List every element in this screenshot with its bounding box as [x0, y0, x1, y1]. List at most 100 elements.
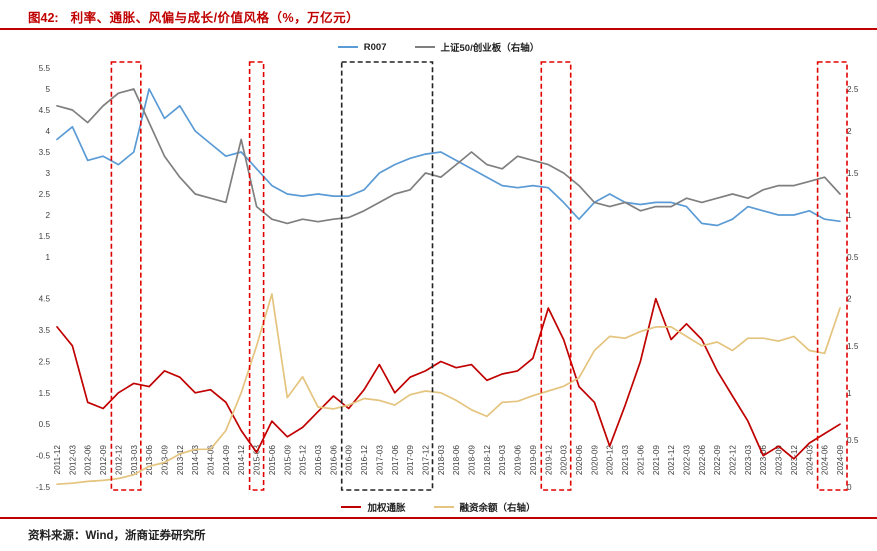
svg-text:2022-09: 2022-09 [713, 445, 722, 475]
svg-text:2018-12: 2018-12 [483, 445, 492, 475]
svg-text:2016-03: 2016-03 [314, 445, 323, 475]
svg-text:0.5: 0.5 [847, 436, 859, 445]
figure-header: 图42: 利率、通胀、风偏与成长/价值风格（%，万亿元） [28, 7, 359, 26]
svg-text:4.5: 4.5 [39, 106, 51, 115]
source-note: 资料来源：Wind，浙商证券研究所 [28, 530, 206, 542]
svg-text:2022-03: 2022-03 [683, 445, 692, 475]
legend-item-sse50-chinext: 上证50/创业板（右轴） [414, 40, 540, 54]
svg-text:2014-06: 2014-06 [207, 445, 216, 475]
svg-text:1: 1 [847, 211, 852, 220]
svg-text:2013-09: 2013-09 [161, 445, 170, 475]
svg-text:2014-09: 2014-09 [222, 445, 231, 475]
svg-text:2020-03: 2020-03 [560, 445, 569, 475]
svg-text:1.5: 1.5 [39, 389, 51, 398]
legend-label-weighted-inflation: 加权通胀 [367, 503, 406, 514]
legend-line-sse50-chinext-swatch [414, 45, 435, 49]
svg-text:1: 1 [847, 389, 852, 398]
svg-text:2.5: 2.5 [847, 85, 859, 94]
svg-text:2017-09: 2017-09 [406, 445, 415, 475]
svg-text:2019-06: 2019-06 [514, 445, 523, 475]
figure-title: 利率、通胀、风偏与成长/价值风格（%，万亿元） [70, 11, 360, 25]
svg-text:2012-03: 2012-03 [68, 445, 77, 475]
svg-text:2024-09: 2024-09 [836, 445, 845, 475]
legend-item-margin-balance: 融资余额（右轴） [433, 500, 536, 514]
svg-text:2021-12: 2021-12 [667, 445, 676, 475]
svg-text:1.5: 1.5 [847, 169, 859, 178]
svg-text:2014-03: 2014-03 [191, 445, 200, 475]
svg-text:2021-06: 2021-06 [636, 445, 645, 475]
chart-legend-top: R007 上证50/创业板（右轴） [0, 40, 877, 54]
svg-text:2019-03: 2019-03 [498, 445, 507, 475]
svg-text:2.5: 2.5 [39, 190, 51, 199]
figure-number: 图42: [28, 11, 59, 25]
svg-text:2023-09: 2023-09 [775, 445, 784, 475]
svg-text:3: 3 [45, 169, 50, 178]
svg-text:2023-12: 2023-12 [790, 445, 799, 475]
svg-text:4: 4 [45, 127, 50, 136]
legend-line-weighted-inflation-swatch [341, 505, 362, 509]
svg-text:2020-06: 2020-06 [575, 445, 584, 475]
svg-text:2022-12: 2022-12 [729, 445, 738, 475]
svg-text:2020-12: 2020-12 [606, 445, 615, 475]
svg-text:2015-06: 2015-06 [268, 445, 277, 475]
chart-legend-bottom: 加权通胀 融资余额（右轴） [0, 500, 877, 514]
svg-text:2019-12: 2019-12 [544, 445, 553, 475]
svg-text:2014-12: 2014-12 [237, 445, 246, 475]
svg-text:2013-06: 2013-06 [145, 445, 154, 475]
svg-text:2.5: 2.5 [39, 358, 51, 367]
svg-text:2013-03: 2013-03 [130, 445, 139, 475]
svg-text:0: 0 [847, 483, 852, 492]
legend-item-weighted-inflation: 加权通胀 [341, 500, 406, 514]
svg-text:2: 2 [847, 295, 852, 304]
svg-text:1: 1 [45, 253, 50, 262]
svg-text:2020-09: 2020-09 [590, 445, 599, 475]
svg-text:2016-09: 2016-09 [345, 445, 354, 475]
header-divider [0, 28, 877, 30]
svg-text:3.5: 3.5 [39, 148, 51, 157]
svg-text:2016-06: 2016-06 [329, 445, 338, 475]
svg-text:2021-09: 2021-09 [652, 445, 661, 475]
svg-text:2015-12: 2015-12 [299, 445, 308, 475]
svg-text:2: 2 [45, 211, 50, 220]
svg-text:-0.5: -0.5 [36, 452, 51, 461]
svg-text:5.5: 5.5 [39, 64, 51, 73]
legend-label-r007: R007 [363, 41, 387, 53]
svg-text:2023-06: 2023-06 [759, 445, 768, 475]
svg-text:1.5: 1.5 [847, 342, 859, 351]
svg-text:2022-06: 2022-06 [698, 445, 707, 475]
svg-text:2019-09: 2019-09 [529, 445, 538, 475]
svg-text:2011-12: 2011-12 [53, 445, 62, 475]
footer-divider [0, 517, 877, 519]
svg-text:2017-12: 2017-12 [422, 445, 431, 475]
svg-text:2012-12: 2012-12 [114, 445, 123, 475]
svg-text:2024-06: 2024-06 [821, 445, 830, 475]
svg-text:2021-03: 2021-03 [621, 445, 630, 475]
svg-text:1.5: 1.5 [39, 232, 51, 241]
svg-text:2015-09: 2015-09 [283, 445, 292, 475]
svg-text:4.5: 4.5 [39, 295, 51, 304]
legend-line-margin-balance-swatch [433, 505, 454, 509]
legend-label-sse50-chinext: 上证50/创业板（右轴） [440, 43, 540, 54]
svg-text:2023-03: 2023-03 [744, 445, 753, 475]
svg-text:2013-12: 2013-12 [176, 445, 185, 475]
svg-text:0.5: 0.5 [39, 420, 51, 429]
svg-text:2012-06: 2012-06 [84, 445, 93, 475]
svg-text:2017-06: 2017-06 [391, 445, 400, 475]
svg-text:2024-03: 2024-03 [805, 445, 814, 475]
svg-text:2017-03: 2017-03 [375, 445, 384, 475]
svg-text:2016-12: 2016-12 [360, 445, 369, 475]
legend-label-margin-balance: 融资余额（右轴） [459, 503, 536, 514]
svg-text:-1.5: -1.5 [36, 483, 51, 492]
svg-text:0.5: 0.5 [847, 253, 859, 262]
svg-text:2018-06: 2018-06 [452, 445, 461, 475]
svg-text:2012-09: 2012-09 [99, 445, 108, 475]
svg-text:5: 5 [45, 85, 50, 94]
svg-text:2: 2 [847, 127, 852, 136]
legend-item-r007: R007 [337, 40, 387, 54]
svg-text:2018-03: 2018-03 [437, 445, 446, 475]
svg-text:3.5: 3.5 [39, 326, 51, 335]
legend-line-r007-swatch [337, 45, 358, 49]
svg-text:2015-03: 2015-03 [253, 445, 262, 475]
svg-text:2018-09: 2018-09 [468, 445, 477, 475]
